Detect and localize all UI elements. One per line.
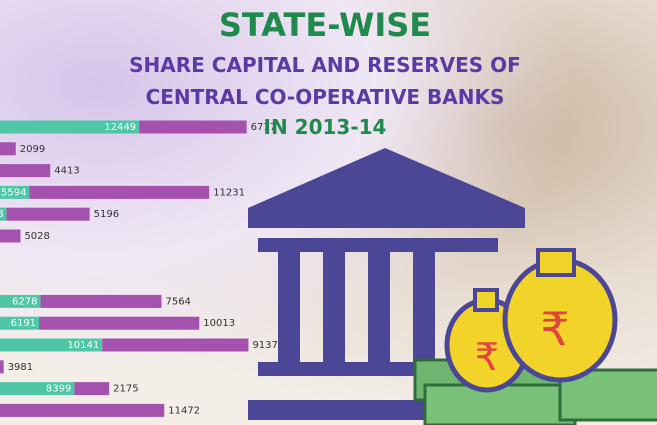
bars: 1244967172638209924774413559411231415851… [0,120,278,417]
bar [74,382,110,396]
money-icon: ₹ ₹ [413,248,657,425]
bar [102,338,249,352]
bar [0,294,41,308]
value-label: 5594 [1,187,26,198]
bar [6,207,90,221]
value-label: 12449 [104,122,136,133]
value-label: 4413 [54,166,79,177]
bar [40,294,162,308]
bar [0,382,75,396]
bar [0,360,4,374]
value-label: 11472 [168,405,200,416]
value-label: 6717 [251,122,276,133]
value-label: 6278 [12,296,37,307]
value-label: 3981 [8,362,33,373]
svg-text:₹: ₹ [540,302,569,356]
bar [0,120,140,134]
bar [0,207,7,221]
subtitle: IN 2013-14 [264,115,387,139]
value-label: 5196 [94,209,119,220]
value-label: 4158 [0,209,4,220]
value-label: 2175 [113,384,138,395]
value-label: 11231 [213,187,245,198]
bar [0,142,16,156]
bar [0,403,165,417]
bar [39,316,200,330]
bar [0,316,40,330]
value-label: 2099 [20,144,45,155]
value-label: 7564 [165,296,190,307]
subtitle: SHARE CAPITAL AND RESERVES OF [129,53,521,77]
subtitle: CENTRAL CO-OPERATIVE BANKS [146,85,505,109]
value-label: 10141 [67,340,99,351]
title: STATE-WISE [219,6,431,44]
bar [29,185,210,199]
bar [0,338,103,352]
value-label: 5028 [24,231,49,242]
bar [0,229,21,243]
value-label: 6191 [11,318,36,329]
bar [0,164,51,178]
value-label: 9137 [252,340,277,351]
bar [0,185,30,199]
value-label: 10013 [203,318,235,329]
svg-text:₹: ₹ [475,335,499,379]
bar [139,120,247,134]
value-label: 8399 [46,384,71,395]
